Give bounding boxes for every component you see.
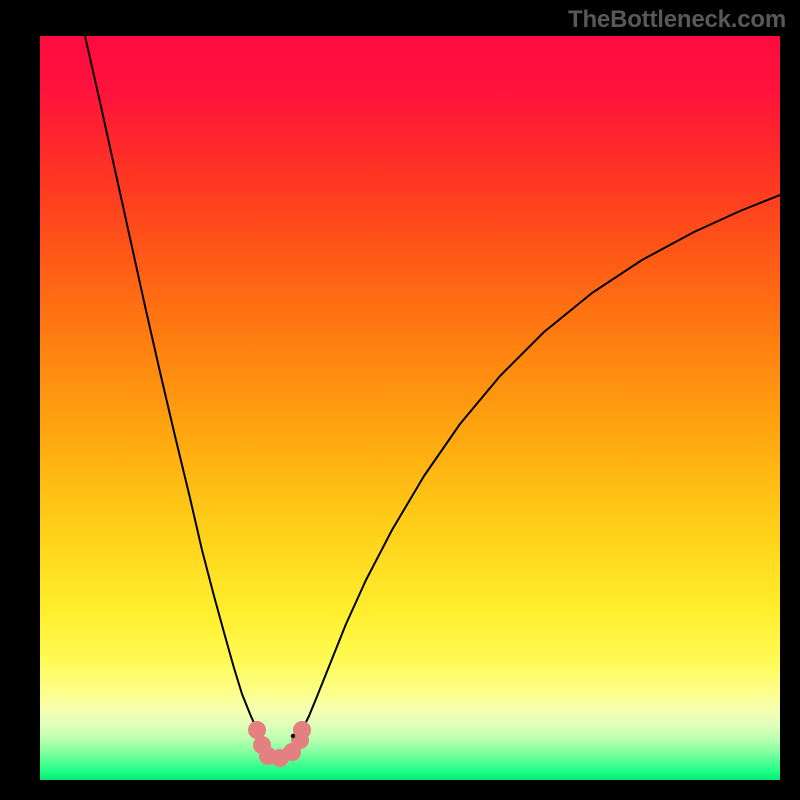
blob-dot: [293, 721, 311, 739]
gradient-background: [40, 36, 780, 780]
chart-frame: [0, 0, 800, 800]
chart-svg: [0, 0, 800, 800]
watermark-text: TheBottleneck.com: [568, 6, 786, 34]
bottom-blob-center-dot: [291, 734, 295, 738]
plot-area: [40, 36, 780, 780]
